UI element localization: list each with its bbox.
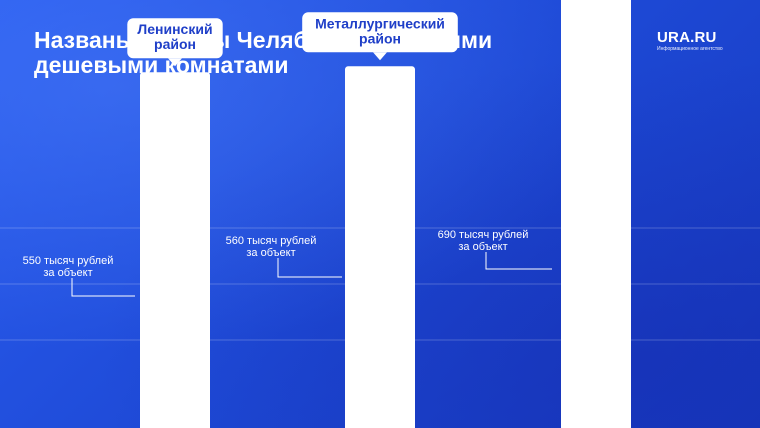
data-label-text: 560 тысяч рублей — [226, 235, 317, 247]
category-label-text: район — [154, 36, 196, 52]
category-labels: ЛенинскийрайонМеталлургическийрайонКурча… — [127, 12, 458, 67]
data-label-text: 690 тысяч рублей — [438, 229, 529, 241]
category-label-text: Ленинский — [137, 21, 212, 37]
label-pointer — [168, 58, 182, 67]
bar — [561, 0, 631, 428]
label-pointer — [373, 52, 387, 61]
data-label-connector — [277, 258, 342, 278]
label-bubble — [302, 12, 458, 53]
brand-tagline: Информационное агентство — [657, 46, 723, 52]
data-label-text: 550 тысяч рублей — [23, 255, 114, 267]
data-label-text: за объект — [246, 247, 295, 259]
bar — [345, 66, 415, 428]
bar — [140, 72, 210, 428]
category-label-text: Металлургический — [315, 15, 445, 31]
brand-name: URA.RU — [657, 29, 717, 46]
data-label-text: за объект — [458, 241, 507, 253]
bars — [140, 0, 631, 428]
data-label-connector — [485, 252, 552, 270]
data-label-connector — [71, 278, 135, 297]
label-bubble — [127, 18, 223, 59]
category-label-text: район — [359, 30, 401, 46]
data-label-text: за объект — [43, 267, 92, 279]
brand-logo: URA.RU Информационное агентство — [657, 30, 737, 53]
